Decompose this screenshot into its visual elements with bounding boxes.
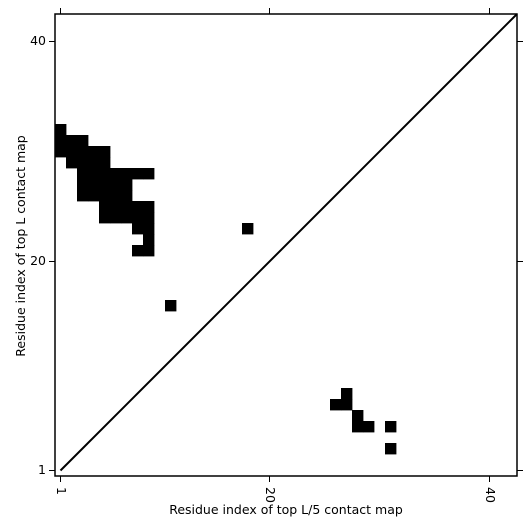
- contact-cells: [55, 124, 397, 455]
- top-l-contact-cell-18: [99, 157, 111, 169]
- top-l5-contact-cell-2: [341, 399, 353, 411]
- top-l-contact-cell-35: [132, 201, 144, 213]
- top-l-contact-cell-24: [110, 168, 122, 180]
- top-l-contact-cell-1: [55, 135, 67, 147]
- y-tick-label-20: 20: [30, 253, 46, 268]
- top-l-contact-cell-43: [143, 234, 155, 246]
- top-l-contact-cell-33: [121, 212, 133, 224]
- y-axis-label: Residue index of top L contact map: [13, 135, 28, 356]
- top-l-contact-cell-21: [99, 190, 111, 202]
- y-tick-label-1: 1: [38, 462, 46, 477]
- top-l-contact-cell-39: [143, 168, 155, 180]
- top-l-contact-cell-7: [77, 146, 89, 158]
- top-l-contact-cell-13: [88, 157, 100, 169]
- top-l-contact-cell-38: [132, 245, 144, 257]
- top-l5-contact-cell-3: [352, 410, 364, 422]
- top-l5-contact-cell-7: [385, 443, 397, 455]
- x-tick-label-40: 40: [483, 487, 498, 503]
- x-axis-label: Residue index of top L/5 contact map: [169, 502, 403, 517]
- top-l5-contact-cell-1: [341, 388, 353, 400]
- top-l-contact-cell-32: [121, 201, 133, 213]
- top-l5-contact-cell-5: [363, 421, 375, 433]
- top-l-contact-cell-3: [66, 135, 78, 147]
- top-l-contact-cell-37: [132, 223, 144, 235]
- top-l-contact-cell-10: [77, 179, 89, 191]
- top-l-contact-cell-22: [99, 201, 111, 213]
- top-l-contact-cell-34: [132, 168, 144, 180]
- diagonal-line: [59, 13, 518, 472]
- top-l5-contact-cell-4: [352, 421, 364, 433]
- top-l-contact-cell-17: [99, 146, 111, 158]
- top-l-contact-cell-45: [165, 300, 177, 312]
- top-l-contact-cell-41: [143, 212, 155, 224]
- top-l-contact-cell-2: [55, 146, 67, 158]
- top-l-contact-cell-0: [55, 124, 67, 136]
- top-l-contact-cell-11: [77, 190, 89, 202]
- top-l-contact-cell-25: [110, 179, 122, 191]
- top-l-contact-cell-26: [110, 190, 122, 202]
- top-l-contact-cell-42: [143, 223, 155, 235]
- top-l5-contact-cell-6: [385, 421, 397, 433]
- top-l-contact-cell-9: [77, 168, 89, 180]
- top-l-contact-cell-28: [110, 212, 122, 224]
- y-tick-label-40: 40: [30, 33, 46, 48]
- top-l-contact-cell-8: [77, 157, 89, 169]
- top-l5-contact-cell-0: [330, 399, 342, 411]
- top-l-contact-cell-14: [88, 168, 100, 180]
- top-l-contact-cell-29: [121, 168, 133, 180]
- top-l-contact-cell-4: [66, 146, 78, 158]
- top-l-contact-cell-5: [66, 157, 78, 169]
- plot-frame: [54, 13, 518, 477]
- top-l-contact-cell-6: [77, 135, 89, 147]
- top-l-contact-cell-46: [242, 223, 254, 235]
- x-tick-label-1: 1: [54, 487, 69, 495]
- top-l-contact-cell-12: [88, 146, 100, 158]
- top-l-contact-cell-23: [99, 212, 111, 224]
- axis-ticks: 1 20 40 1 20 40: [30, 8, 523, 503]
- top-l-contact-cell-44: [143, 245, 155, 257]
- top-l-contact-cell-20: [99, 179, 111, 191]
- top-l-contact-cell-15: [88, 179, 100, 191]
- top-l-contact-cell-31: [121, 190, 133, 202]
- top-l-contact-cell-19: [99, 168, 111, 180]
- top-l-contact-cell-30: [121, 179, 133, 191]
- top-l-contact-cell-36: [132, 212, 144, 224]
- x-tick-label-20: 20: [263, 487, 278, 503]
- top-l-contact-cell-16: [88, 190, 100, 202]
- top-l-contact-cell-27: [110, 201, 122, 213]
- top-l-contact-cell-40: [143, 201, 155, 213]
